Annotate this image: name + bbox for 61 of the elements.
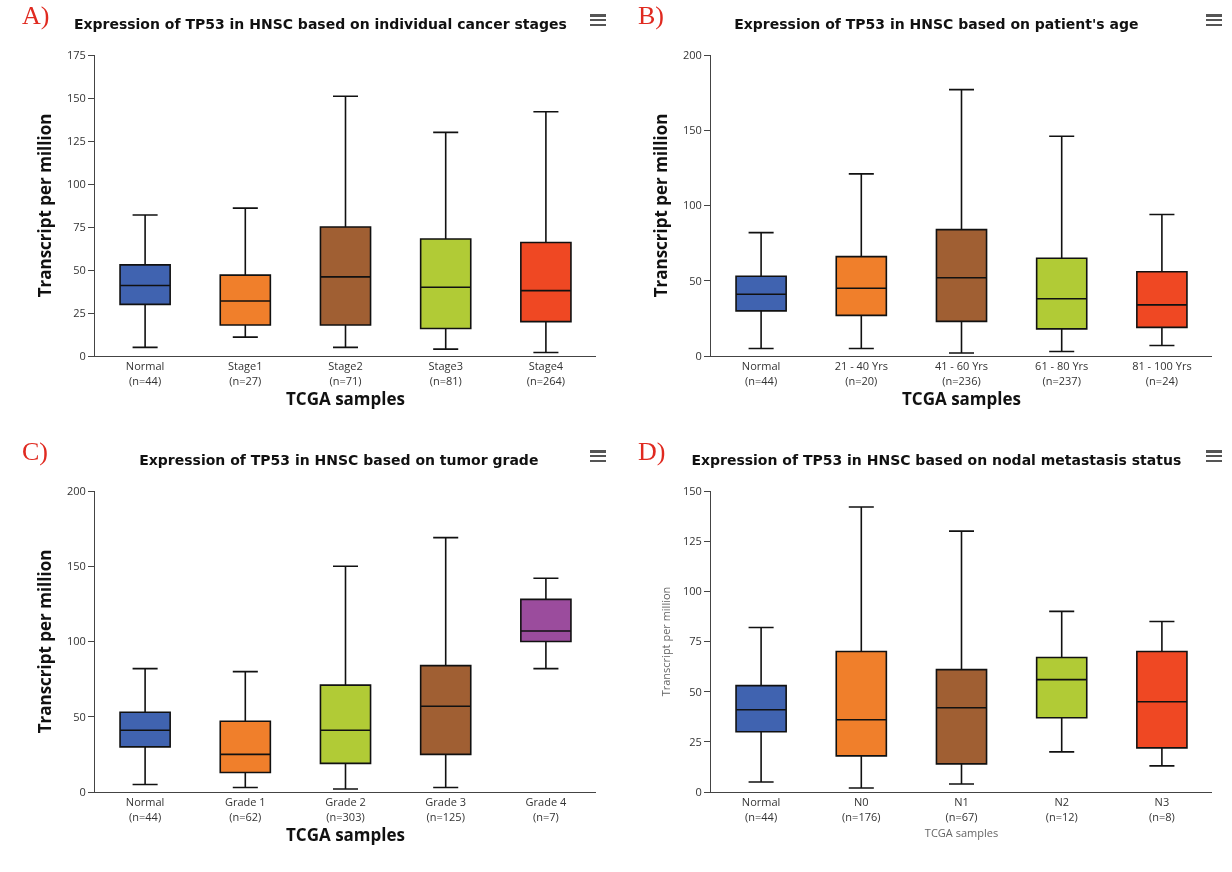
y-tick-label: 25 bbox=[73, 304, 86, 320]
y-tick-label: 75 bbox=[73, 218, 86, 234]
y-tick-label: 200 bbox=[66, 482, 86, 498]
y-tick-label: 75 bbox=[689, 633, 702, 649]
y-tick-label: 150 bbox=[682, 482, 702, 498]
y-tick-label: 125 bbox=[682, 533, 702, 549]
chart-title: Expression of TP53 in HNSC based on patient's age bbox=[734, 16, 1139, 33]
y-tick-label: 100 bbox=[66, 633, 86, 649]
y-axis-title: Transcript per million bbox=[33, 113, 57, 298]
x-tick-label: Stage4 (n=264) bbox=[526, 358, 566, 388]
y-tick-label: 0 bbox=[695, 347, 702, 363]
x-tick-label: Grade 4 (n=7) bbox=[525, 794, 567, 824]
y-tick-label: 0 bbox=[695, 783, 702, 799]
y-tick-label: 25 bbox=[689, 733, 702, 749]
x-tick-label: Normal (n=44) bbox=[741, 794, 781, 824]
x-tick-label: N0 (n=176) bbox=[842, 794, 881, 824]
y-tick-label: 0 bbox=[79, 783, 86, 799]
x-tick-label: 61 - 80 Yrs (n=237) bbox=[1035, 358, 1089, 388]
y-tick-label: 150 bbox=[66, 558, 86, 574]
x-tick-label: 81 - 100 Yrs (n=24) bbox=[1132, 358, 1192, 388]
x-tick-label: 21 - 40 Yrs (n=20) bbox=[834, 358, 888, 388]
x-tick-label: Grade 2 (n=303) bbox=[325, 794, 366, 824]
x-tick-label: N3 (n=8) bbox=[1148, 794, 1175, 824]
x-tick-label: Normal (n=44) bbox=[125, 358, 165, 388]
y-tick-label: 200 bbox=[682, 46, 702, 62]
y-axis-title: Transcript per million bbox=[649, 113, 673, 298]
y-axis-title: Transcript per million bbox=[657, 586, 673, 697]
y-tick-label: 150 bbox=[66, 89, 86, 105]
text: B) bbox=[638, 1, 664, 30]
x-tick-label: Normal (n=44) bbox=[125, 794, 165, 824]
y-tick-label: 150 bbox=[682, 122, 702, 138]
y-tick-label: 100 bbox=[66, 175, 86, 191]
x-axis-title: TCGA samples bbox=[902, 387, 1021, 411]
y-tick-label: 50 bbox=[73, 261, 86, 277]
y-tick-label: 50 bbox=[73, 708, 86, 724]
y-tick-label: 100 bbox=[682, 583, 702, 599]
chart-title: Expression of TP53 in HNSC based on nodal metastasis status bbox=[691, 452, 1182, 469]
x-axis-title: TCGA samples bbox=[286, 823, 405, 847]
text: C) bbox=[22, 437, 48, 466]
x-tick-label: Normal (n=44) bbox=[741, 358, 781, 388]
y-tick-label: 175 bbox=[66, 46, 86, 62]
y-tick-label: 0 bbox=[79, 347, 86, 363]
text: A) bbox=[22, 1, 50, 30]
chart-title: Expression of TP53 in HNSC based on individual cancer stages bbox=[73, 16, 567, 33]
y-tick-label: 50 bbox=[689, 683, 702, 699]
x-tick-label: N1 (n=67) bbox=[945, 794, 978, 824]
y-tick-label: 100 bbox=[682, 197, 702, 213]
chart-title: Expression of TP53 in HNSC based on tumor grade bbox=[139, 452, 539, 469]
x-tick-label: Grade 3 (n=125) bbox=[425, 794, 467, 824]
x-tick-label: N2 (n=12) bbox=[1045, 794, 1078, 824]
y-tick-label: 125 bbox=[66, 132, 86, 148]
x-tick-label: Stage2 (n=71) bbox=[328, 358, 363, 388]
x-tick-label: 41 - 60 Yrs (n=236) bbox=[934, 358, 989, 388]
y-axis-title: Transcript per million bbox=[33, 549, 57, 734]
x-tick-label: Stage1 (n=27) bbox=[228, 358, 263, 388]
x-axis-title: TCGA samples bbox=[286, 387, 405, 411]
x-axis-title: TCGA samples bbox=[924, 824, 999, 840]
x-tick-label: Grade 1 (n=62) bbox=[224, 794, 266, 824]
text: D) bbox=[638, 437, 666, 466]
x-tick-label: Stage3 (n=81) bbox=[428, 358, 463, 388]
y-tick-label: 50 bbox=[689, 272, 702, 288]
